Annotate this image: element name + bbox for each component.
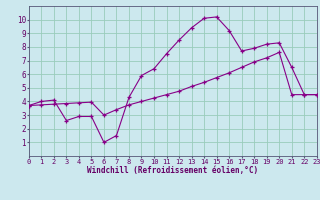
X-axis label: Windchill (Refroidissement éolien,°C): Windchill (Refroidissement éolien,°C): [87, 166, 258, 175]
